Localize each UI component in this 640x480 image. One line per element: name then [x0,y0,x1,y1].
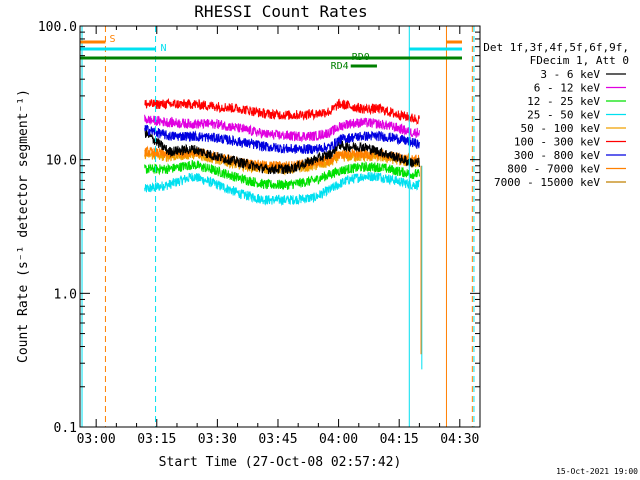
legend-entry-label: 25 - 50 keV [527,109,600,122]
rd0-flag-label: RD0 [352,52,370,63]
series-line-6-12keV [144,114,420,143]
y-tick-label: 1.0 [54,287,77,302]
legend-header-detectors: Det 1f,3f,4f,5f,6f,9f, [483,41,629,54]
x-tick-label: 03:45 [258,432,297,447]
legend-entry-label: 12 - 25 keV [527,95,600,108]
y-tick-label: 10.0 [46,154,77,169]
legend: Det 1f,3f,4f,5f,6f,9f,FDecim 1, Att 03 -… [483,41,629,189]
x-tick-label: 03:00 [77,432,116,447]
legend-entry-label: 3 - 6 keV [540,68,600,81]
legend-entry-label: 800 - 7000 keV [507,163,600,176]
rd4-flag-label: RD4 [331,61,349,72]
series-line-3-6keV [144,128,420,175]
x-tick-label: 04:15 [380,432,419,447]
legend-entry-label: 300 - 800 keV [514,149,600,162]
timestamp-label: 15-Oct-2021 19:00 [556,467,638,476]
y-axis-label: Count Rate (s⁻¹ detector segment⁻¹) [16,89,31,363]
legend-entry-label: 7000 - 15000 keV [494,176,600,189]
chart-title: RHESSI Count Rates [194,2,367,21]
x-tick-label: 04:30 [440,432,479,447]
x-axis-label: Start Time (27-Oct-08 02:57:42) [159,455,402,470]
legend-header-decim: FDecim 1, Att 0 [530,54,629,67]
y-tick-label: 0.1 [54,421,77,436]
plot-frame [79,25,481,428]
series-line-12-25keV [144,159,420,191]
night-flag-label: N [161,43,167,54]
x-tick-label: 03:30 [198,432,237,447]
series-line-25-50keV [144,171,420,207]
y-tick-label: 100.0 [38,20,77,35]
series-line-300-800keV [144,124,420,155]
legend-entry-label: 100 - 300 keV [514,136,600,149]
x-tick-label: 04:00 [319,432,358,447]
series-line-100-300keV [144,97,420,126]
x-tick-label: 03:15 [137,432,176,447]
legend-entry-label: 6 - 12 keV [534,82,601,95]
saa-flag-label: S [109,34,115,45]
legend-entry-label: 50 - 100 keV [521,122,601,135]
